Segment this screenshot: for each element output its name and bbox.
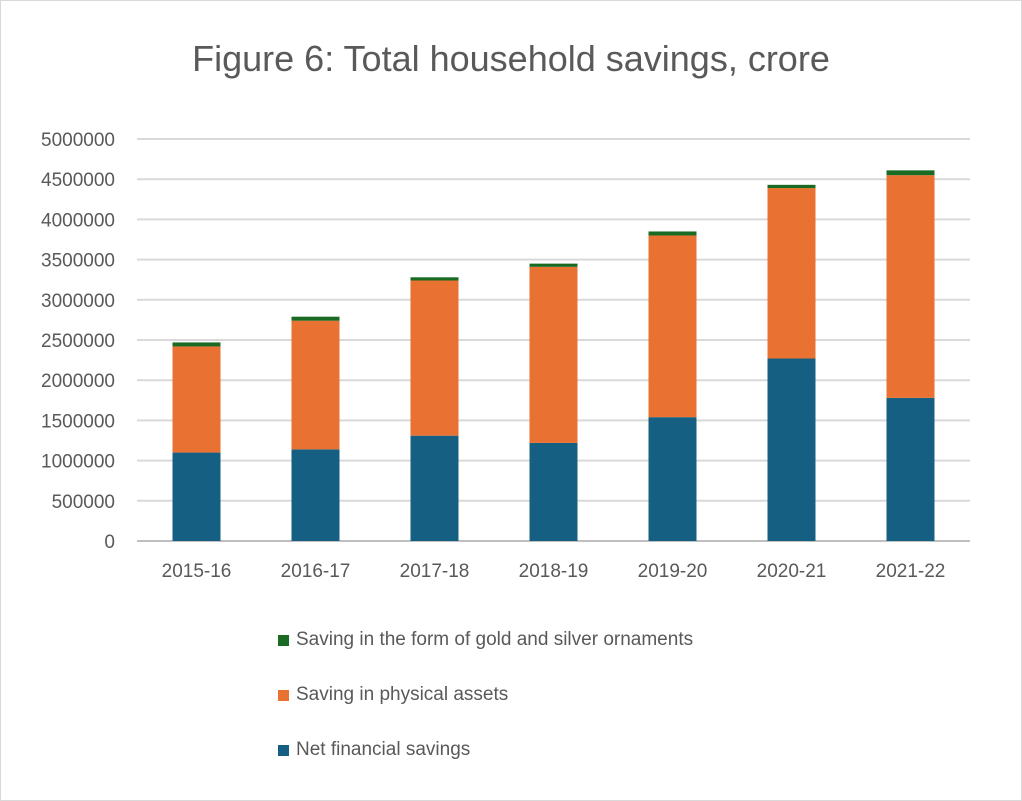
bar-segment <box>648 231 697 236</box>
bar-segment <box>410 435 459 541</box>
y-tick-label: 3000000 <box>41 291 115 312</box>
bar-segment <box>291 320 340 450</box>
x-tick-label: 2016-17 <box>281 561 351 582</box>
x-tick-label: 2018-19 <box>519 561 589 582</box>
x-tick-label: 2021-22 <box>876 561 946 582</box>
legend-swatch <box>278 744 289 756</box>
chart-title: Figure 6: Total household savings, crore <box>192 38 830 79</box>
bar-segment <box>172 342 221 347</box>
bar-segment <box>648 417 697 541</box>
x-tick-label: 2017-18 <box>400 561 470 582</box>
bar-segment <box>291 316 340 321</box>
x-axis-ticks: 2015-16 2016-17 2017-18 2018-19 2019-20 2020-… <box>162 561 946 582</box>
legend-label: Saving in the form of gold and silver or… <box>296 629 694 650</box>
bar-segment <box>172 346 221 453</box>
bar-segment <box>886 170 935 176</box>
y-tick-label: 1000000 <box>41 452 115 473</box>
legend-item-gold-silver-ornaments: Saving in the form of gold and silver or… <box>278 629 693 651</box>
y-axis-ticks: 0 500000 1000000 1500000 2000000 2500000 30000… <box>41 130 115 553</box>
bar-segment <box>172 452 221 541</box>
bar-segment <box>410 280 459 436</box>
bars <box>172 170 935 541</box>
bar-segment <box>648 235 697 418</box>
legend-label: Saving in physical assets <box>296 684 509 705</box>
y-tick-label: 5000000 <box>41 130 115 151</box>
chart-plot: 0 500000 1000000 1500000 2000000 2500000 30000… <box>41 130 970 582</box>
legend-item-net-financial-savings: Net financial savings <box>278 739 470 761</box>
y-tick-label: 3500000 <box>41 251 115 272</box>
bar-segment <box>529 263 578 267</box>
x-tick-label: 2019-20 <box>638 561 708 582</box>
bar-segment <box>529 266 578 443</box>
y-tick-label: 4500000 <box>41 170 115 191</box>
legend-item-physical-assets: Saving in physical assets <box>278 684 508 706</box>
bar-segment <box>886 397 935 541</box>
y-tick-label: 4000000 <box>41 210 115 231</box>
y-tick-label: 1500000 <box>41 411 115 432</box>
bar-segment <box>529 442 578 541</box>
y-tick-label: 500000 <box>52 492 115 513</box>
bar-segment <box>767 184 816 189</box>
y-tick-label: 0 <box>104 532 115 553</box>
legend-label: Net financial savings <box>296 739 471 760</box>
bar-segment <box>767 188 816 359</box>
bar-segment <box>886 175 935 398</box>
x-tick-label: 2020-21 <box>757 561 827 582</box>
y-tick-label: 2000000 <box>41 371 115 392</box>
bar-segment <box>767 358 816 541</box>
x-tick-label: 2015-16 <box>162 561 232 582</box>
y-tick-label: 2500000 <box>41 331 115 352</box>
legend-swatch <box>278 689 289 701</box>
bar-segment <box>291 449 340 541</box>
bar-segment <box>410 277 459 281</box>
legend-swatch <box>278 634 289 646</box>
